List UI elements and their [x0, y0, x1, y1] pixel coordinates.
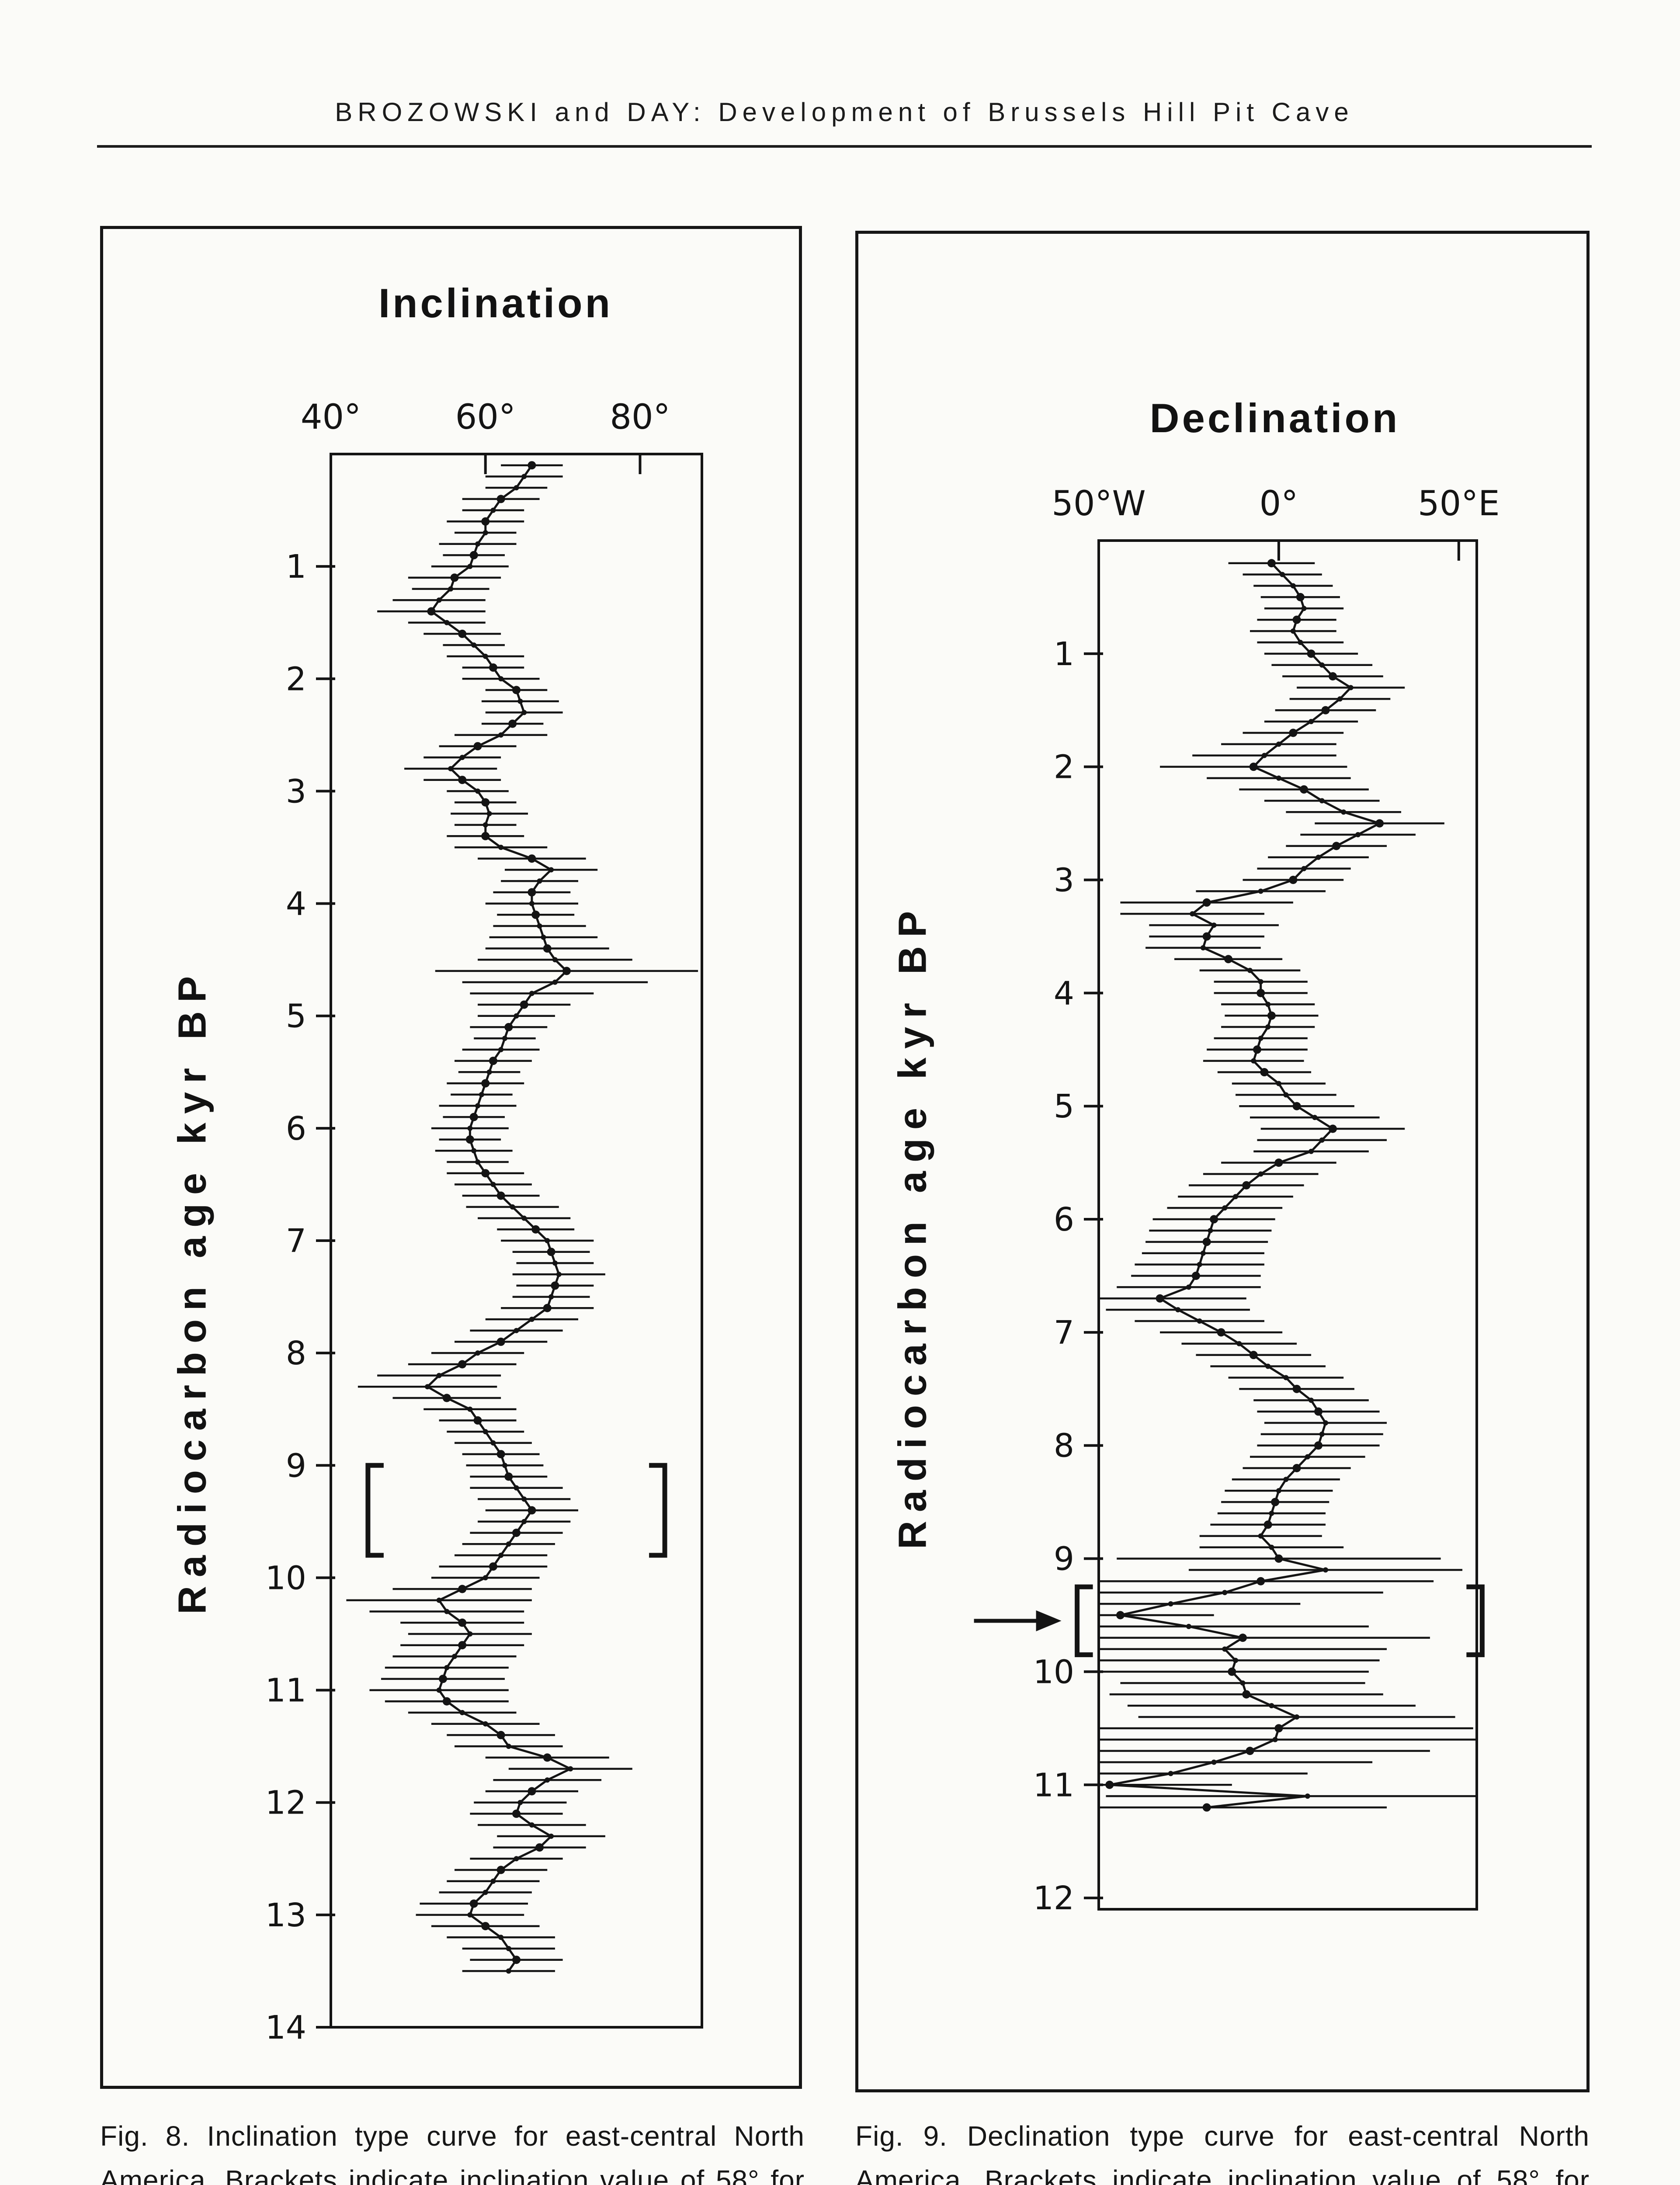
svg-text:2: 2	[1054, 749, 1074, 786]
figure-9-box: Declination Radiocarbon age kyr BP 50°W 0…	[855, 231, 1590, 2092]
svg-text:1: 1	[286, 548, 306, 586]
svg-text:11: 11	[265, 1672, 306, 1710]
figure-8-box: Inclination Radiocarbon age kyr BP 40° 60…	[100, 226, 802, 2089]
axes-frame	[1084, 539, 1478, 1911]
svg-text:6: 6	[286, 1110, 306, 1148]
figure-8-caption: Fig. 8. Inclination type curve for east-…	[100, 2120, 805, 2185]
svg-text:1: 1	[1054, 635, 1074, 673]
svg-text:14: 14	[265, 2009, 306, 2046]
svg-text:50°E: 50°E	[1418, 484, 1500, 524]
data-points	[425, 461, 573, 1974]
svg-text:40°: 40°	[301, 398, 361, 437]
svg-text:12: 12	[1033, 1880, 1074, 1917]
svg-text:2: 2	[286, 660, 306, 698]
svg-text:13: 13	[265, 1897, 306, 1934]
svg-text:7: 7	[1054, 1314, 1074, 1352]
svg-text:0°: 0°	[1260, 484, 1298, 524]
declination-chart-title: Declination	[1149, 395, 1400, 441]
bracket-annotation	[974, 1584, 1485, 1658]
svg-text:9: 9	[1054, 1540, 1074, 1578]
inclination-chart-title: Inclination	[378, 280, 613, 326]
svg-text:10: 10	[1033, 1653, 1074, 1691]
svg-text:4: 4	[286, 885, 306, 923]
svg-text:8: 8	[286, 1335, 306, 1372]
svg-text:5: 5	[286, 998, 306, 1035]
svg-text:3: 3	[1054, 862, 1074, 899]
bracket-annotation	[365, 1463, 667, 1558]
svg-text:6: 6	[1054, 1201, 1074, 1238]
figure-9-caption: Fig. 9. Declination type curve for east-…	[855, 2120, 1590, 2185]
svg-text:5: 5	[1054, 1088, 1074, 1125]
svg-text:11: 11	[1033, 1766, 1074, 1804]
data-points	[1105, 559, 1384, 1812]
axes-frame	[316, 453, 703, 2029]
svg-text:7: 7	[286, 1222, 306, 1260]
header-rule	[97, 145, 1592, 148]
svg-text:80°: 80°	[610, 398, 670, 437]
svg-text:4: 4	[1054, 975, 1074, 1012]
svg-text:8: 8	[1054, 1427, 1074, 1465]
svg-text:9: 9	[286, 1447, 306, 1484]
svg-text:50°W: 50°W	[1052, 484, 1145, 524]
svg-text:3: 3	[286, 773, 306, 810]
running-head: BROZOWSKI and DAY: Development of Brusse…	[335, 97, 1354, 127]
svg-text:60°: 60°	[455, 398, 516, 437]
svg-text:10: 10	[265, 1559, 306, 1597]
svg-text:12: 12	[265, 1784, 306, 1822]
